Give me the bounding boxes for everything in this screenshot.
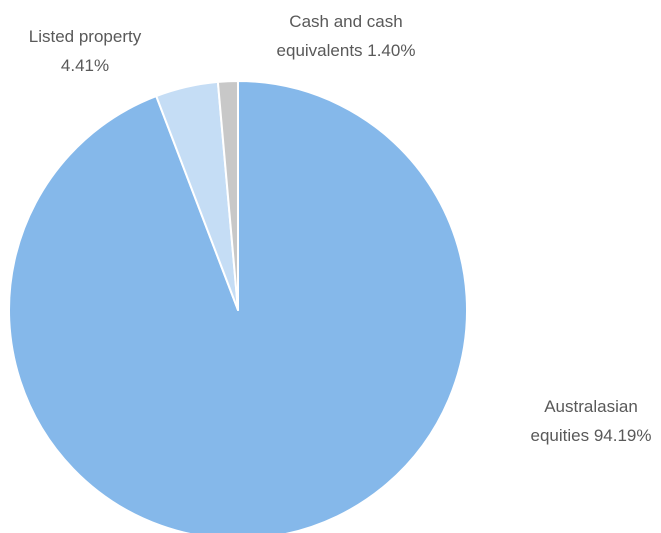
pie-slice-australasian-equities: [8, 80, 468, 533]
slice-label-australasian-equities: Australasian equities 94.19%: [531, 397, 652, 445]
slice-label-line: 4.41%: [61, 56, 109, 75]
slice-label-listed-property: Listed property 4.41%: [29, 27, 142, 75]
slice-label-line: equities 94.19%: [531, 426, 652, 445]
slice-label-line: Listed property: [29, 27, 142, 46]
slice-label-cash-and-cash-equivalents: Cash and cash equivalents 1.40%: [277, 12, 416, 60]
slice-label-line: Australasian: [544, 397, 638, 416]
slice-label-line: Cash and cash: [289, 12, 402, 31]
pie-slices: [8, 80, 468, 533]
pie-slice-cash-and-cash-equivalents: [216, 80, 239, 311]
pie-labels: Australasian equities 94.19% Listed proper…: [29, 12, 652, 445]
slice-label-line: equivalents 1.40%: [277, 41, 416, 60]
